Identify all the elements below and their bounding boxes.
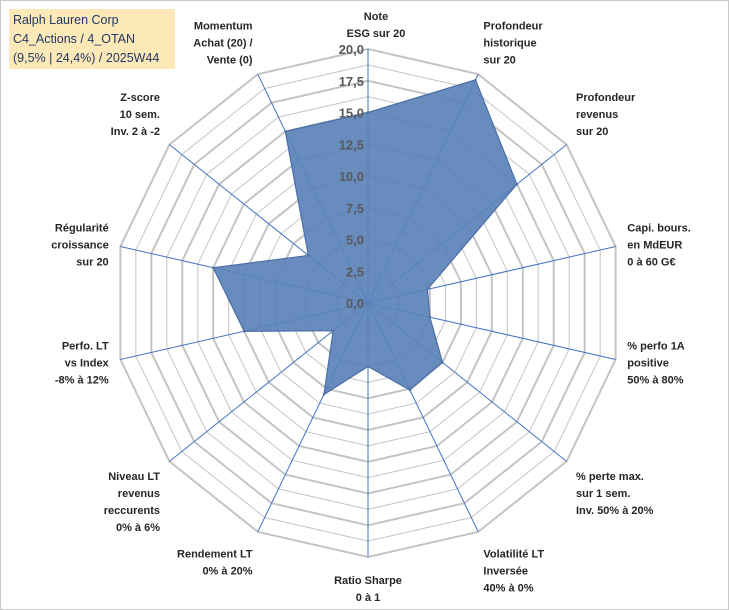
data-point (441, 361, 444, 364)
axis-label-line: Inv. 50% à 20% (576, 505, 654, 517)
axis-label-line: positive (627, 358, 669, 370)
data-point (322, 393, 326, 396)
data-point (474, 78, 477, 82)
tick-label: 12,5 (339, 137, 364, 152)
axis-label-line: Régularité (55, 222, 109, 234)
tick-label: 7,5 (346, 201, 364, 216)
axis-label-line: Rendement LT (177, 549, 253, 561)
data-point (428, 315, 432, 319)
axis-label: Ratio Sharpe 0 à 1 (334, 575, 402, 604)
data-point (426, 288, 429, 291)
axis-label: Z-score 10 sem. Inv. 2 à -2 (111, 92, 160, 138)
axis-label-line: Momentum (194, 20, 253, 32)
axis-label-line: Achat (20) / (193, 37, 252, 49)
axis-label-line: Capi. bours. (627, 222, 691, 234)
chart-title-box: Ralph Lauren Corp C4_Actions / 4_OTAN (9… (9, 9, 175, 69)
axis-label-line: % perfo 1A (627, 341, 685, 353)
axis-label-line: Perfo. LT (62, 341, 109, 353)
tick-label: 10,0 (339, 169, 364, 184)
axis-label-line: Vente (0) (207, 54, 253, 66)
axis-label: Note ESG sur 20 (347, 11, 406, 40)
axis-label-line: sur 20 (483, 54, 515, 66)
axis-label-line: 0% à 20% (202, 566, 252, 578)
axis-label: Perfo. LT vs Index -8% à 12% (55, 341, 110, 387)
axis-label: Profondeur historique sur 20 (483, 20, 543, 66)
axis-label-line: 0% à 6% (116, 522, 160, 534)
axis-label: Régularité croissance sur 20 (51, 222, 108, 268)
axis-label-line: en MdEUR (627, 239, 682, 251)
axis-label: Rendement LT 0% à 20% (177, 549, 253, 578)
axis-label-line: % perte max. (576, 471, 644, 483)
data-point (366, 111, 370, 114)
axis-label-line: -8% à 12% (55, 375, 109, 387)
tick-label: 15,0 (339, 106, 364, 121)
title-stats: (9,5% | 24,4%) / 2025W44 (13, 51, 160, 65)
axis-label: % perfo 1A positive 50% à 80% (627, 341, 685, 387)
axis-label-line: Niveau LT (108, 471, 160, 483)
data-point (284, 130, 287, 133)
axis-label-line: sur 20 (576, 126, 608, 138)
axis-label-line: Profondeur (576, 92, 636, 104)
axis-label-line: Inversée (483, 566, 528, 578)
axis-label: Volatilité LT Inversée 40% à 0% (483, 549, 544, 595)
axis-label: Profondeur revenus sur 20 (576, 92, 636, 138)
axis-label-line: 50% à 80% (627, 375, 683, 387)
axis-label-line: historique (483, 37, 536, 49)
axis-label-line: 0 à 1 (356, 592, 380, 604)
axis-label-line: Profondeur (483, 20, 543, 32)
axis-label: Niveau LT revenus reccurents 0% à 6% (104, 471, 161, 534)
axis-label-line: 40% à 0% (483, 583, 533, 595)
axis-label-line: sur 1 sem. (576, 488, 630, 500)
axis-label-line: 10 sem. (120, 109, 160, 121)
axis-label-line: revenus (118, 488, 160, 500)
tick-label: 17,5 (339, 74, 364, 89)
axis-label-line: ESG sur 20 (347, 28, 406, 40)
data-point (307, 254, 310, 257)
axis-label: Capi. bours. en MdEUR 0 à 60 G€ (627, 222, 691, 268)
axis-label-line: Ratio Sharpe (334, 575, 402, 587)
data-point (366, 365, 370, 368)
tick-label: 0,0 (346, 296, 364, 311)
data-point (515, 183, 519, 186)
data-point (243, 330, 246, 333)
axis-label-line: Inv. 2 à -2 (111, 126, 160, 138)
tick-label: 5,0 (346, 233, 364, 248)
axis-label-line: vs Index (65, 358, 110, 370)
tick-label: 2,5 (346, 264, 364, 279)
axis-label-line: Z-score (120, 92, 160, 104)
axis-label-line: reccurents (104, 505, 160, 517)
axis-label-line: 0 à 60 G€ (627, 256, 675, 268)
data-series-area (212, 79, 518, 396)
axis-label-line: Volatilité LT (483, 549, 544, 561)
data-point (332, 329, 335, 332)
title-company: Ralph Lauren Corp (13, 13, 119, 27)
axis-label-line: sur 20 (76, 256, 108, 268)
axis-label-line: revenus (576, 109, 618, 121)
axis-label: Momentum Achat (20) / Vente (0) (193, 20, 253, 66)
axis-label: % perte max. sur 1 sem. Inv. 50% à 20% (576, 471, 654, 517)
tick-label: 20,0 (339, 42, 364, 57)
data-point (408, 388, 412, 392)
axis-label-line: croissance (51, 239, 108, 251)
data-point (212, 266, 215, 269)
axis-label-line: Note (364, 11, 388, 23)
title-category: C4_Actions / 4_OTAN (13, 32, 136, 46)
